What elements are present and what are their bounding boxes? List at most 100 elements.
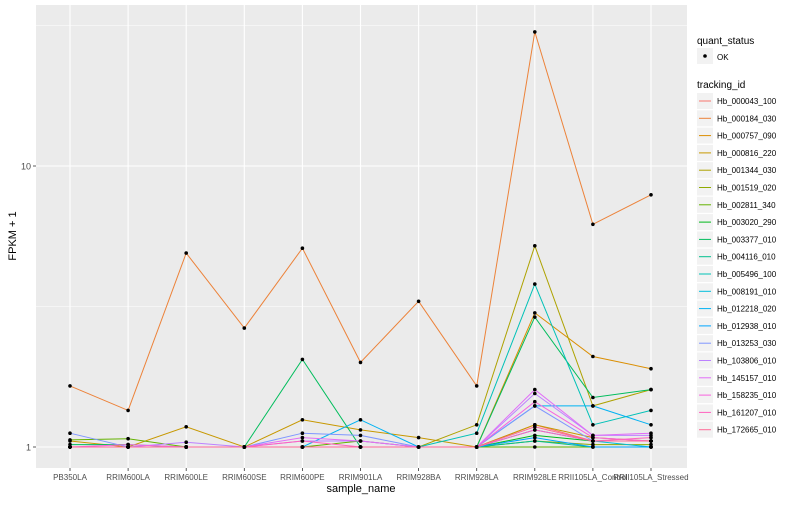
legend-label-Hb_003377_010: Hb_003377_010 [717, 235, 777, 244]
x-tick-label: RRIM600SE [222, 473, 266, 482]
data-point [533, 439, 537, 443]
data-point [300, 418, 305, 422]
legend-label-Hb_012938_010: Hb_012938_010 [717, 322, 777, 331]
legend-label-Hb_161207_010: Hb_161207_010 [717, 408, 777, 417]
data-point [474, 423, 479, 427]
data-point [126, 408, 130, 413]
legend-label-Hb_158235_010: Hb_158235_010 [717, 391, 777, 400]
legend-key-point [703, 54, 707, 58]
data-point [126, 436, 130, 441]
data-point [649, 435, 653, 440]
data-point [300, 431, 305, 436]
data-point [300, 439, 305, 443]
legend-label-Hb_000757_090: Hb_000757_090 [717, 132, 777, 141]
data-point [126, 445, 130, 449]
data-point [416, 445, 421, 449]
data-point [591, 404, 595, 408]
legend-label-Hb_000043_100: Hb_000043_100 [717, 97, 777, 106]
legend-label-Hb_004116_010: Hb_004116_010 [717, 253, 776, 262]
legend-label-Hb_103806_010: Hb_103806_010 [717, 357, 777, 366]
legend-label-ok: OK [717, 53, 729, 62]
data-point [474, 445, 479, 449]
x-tick-label: RRIM928LA [455, 473, 499, 482]
data-point [300, 357, 305, 362]
x-axis: PB350LA RRIM600LA RRIM600LE RRIM600SE RRIM60… [53, 468, 689, 482]
data-point [649, 387, 653, 392]
data-point [416, 435, 421, 440]
data-point [358, 360, 363, 365]
x-tick-label: PB350LA [53, 473, 87, 482]
legend-title-quant-status: quant_status [697, 36, 754, 47]
data-point [533, 435, 537, 440]
data-point [591, 423, 595, 427]
legend: quant_status OK tracking_id Hb_000043_100 Hb… [697, 36, 777, 438]
data-point [533, 425, 537, 429]
data-point [300, 435, 305, 440]
legend-label-Hb_012218_020: Hb_012218_020 [717, 305, 777, 314]
data-point [358, 418, 363, 422]
legend-label-Hb_002811_340: Hb_002811_340 [717, 201, 776, 210]
data-point [591, 395, 595, 400]
legend-label-Hb_172665_010: Hb_172665_010 [717, 426, 777, 435]
data-point [649, 193, 653, 197]
data-point [591, 445, 595, 449]
data-point [591, 222, 595, 227]
data-point [591, 354, 595, 359]
y-axis: 1 10 [21, 162, 36, 453]
data-point [184, 445, 188, 449]
legend-label-Hb_003020_290: Hb_003020_290 [717, 218, 777, 227]
legend-label-Hb_000184_030: Hb_000184_030 [717, 114, 777, 123]
data-point [416, 299, 421, 304]
legend-label-Hb_000816_220: Hb_000816_220 [717, 149, 777, 158]
y-tick-label: 1 [26, 443, 31, 453]
legend-label-Hb_145157_010: Hb_145157_010 [717, 374, 777, 383]
data-point [358, 428, 363, 432]
data-point [533, 282, 537, 286]
x-tick-label: RRIM600PE [280, 473, 324, 482]
data-point [533, 244, 537, 248]
data-point [474, 431, 479, 436]
data-point [533, 399, 537, 404]
data-point [533, 311, 537, 315]
y-axis-label: FPKM + 1 [7, 211, 19, 260]
legend-label-Hb_005496_100: Hb_005496_100 [717, 270, 777, 279]
data-point [474, 384, 479, 388]
x-tick-label: RRIM600LA [106, 473, 150, 482]
data-point [533, 404, 537, 408]
legend-label-Hb_013253_030: Hb_013253_030 [717, 339, 777, 348]
data-point [533, 315, 537, 319]
data-point [68, 445, 72, 449]
legend-label-Hb_001519_020: Hb_001519_020 [717, 184, 777, 193]
data-point [649, 439, 653, 443]
data-point [649, 366, 653, 371]
data-point [533, 30, 537, 34]
data-point [242, 445, 247, 449]
data-point [649, 431, 653, 436]
data-point [184, 425, 188, 429]
data-point [68, 431, 72, 436]
data-point [533, 387, 537, 392]
legend-title-tracking-id: tracking_id [697, 80, 745, 91]
data-point [649, 408, 653, 413]
data-point [649, 445, 653, 449]
data-point [591, 439, 595, 443]
x-tick-label: RRIM928LE [513, 473, 557, 482]
data-point [358, 439, 363, 443]
data-point [591, 435, 595, 440]
data-point [184, 440, 188, 445]
data-point [533, 391, 537, 396]
x-tick-label: RRII105LA_Control [558, 473, 628, 482]
data-point [184, 251, 188, 255]
x-tick-label: RRIM600LE [164, 473, 208, 482]
legend-label-Hb_001344_030: Hb_001344_030 [717, 166, 777, 175]
y-tick-label: 10 [21, 162, 31, 172]
data-point [358, 445, 363, 449]
data-point [242, 326, 247, 330]
legend-label-Hb_008191_010: Hb_008191_010 [717, 287, 777, 296]
x-tick-label: RRIM928BA [396, 473, 441, 482]
x-axis-label: sample_name [326, 483, 395, 495]
data-point [533, 428, 537, 432]
data-point [533, 445, 537, 449]
